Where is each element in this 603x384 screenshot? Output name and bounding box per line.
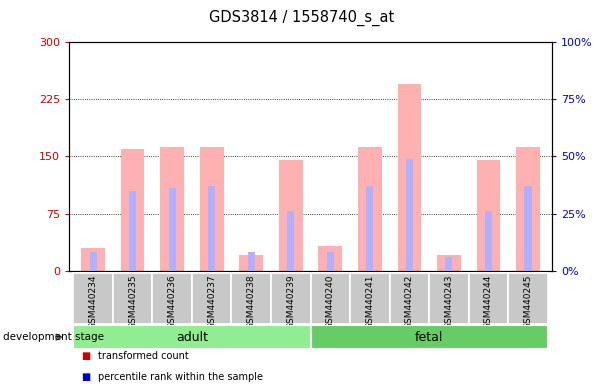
Text: GSM440243: GSM440243 xyxy=(444,275,453,329)
Bar xyxy=(318,247,342,271)
Bar xyxy=(287,211,294,271)
Text: percentile rank within the sample: percentile rank within the sample xyxy=(98,372,264,382)
Bar xyxy=(153,273,192,324)
Bar xyxy=(350,273,390,324)
Text: fetal: fetal xyxy=(415,331,443,344)
Text: GSM440238: GSM440238 xyxy=(247,275,256,329)
Text: transformed count: transformed count xyxy=(98,351,189,361)
Bar xyxy=(169,189,175,271)
Text: GDS3814 / 1558740_s_at: GDS3814 / 1558740_s_at xyxy=(209,10,394,26)
Bar xyxy=(390,273,429,324)
Bar xyxy=(469,273,508,324)
Bar xyxy=(437,255,461,271)
Text: ■: ■ xyxy=(81,372,90,382)
Text: GSM440237: GSM440237 xyxy=(207,275,216,329)
Bar xyxy=(271,273,311,324)
Text: GSM440236: GSM440236 xyxy=(168,275,177,329)
Bar xyxy=(121,149,145,271)
Bar xyxy=(74,325,311,349)
Bar xyxy=(248,252,255,271)
Bar xyxy=(208,186,215,271)
Text: GSM440244: GSM440244 xyxy=(484,275,493,329)
Text: adult: adult xyxy=(176,331,208,344)
Bar xyxy=(406,159,413,271)
Text: GSM440245: GSM440245 xyxy=(523,275,532,329)
Bar xyxy=(508,273,548,324)
Text: GSM440241: GSM440241 xyxy=(365,275,374,329)
Bar xyxy=(160,147,184,271)
Bar xyxy=(192,273,232,324)
Bar xyxy=(516,147,540,271)
Text: GSM440239: GSM440239 xyxy=(286,275,295,329)
Bar xyxy=(239,255,263,271)
Bar xyxy=(358,147,382,271)
Bar xyxy=(81,248,105,271)
Bar xyxy=(429,273,469,324)
Bar xyxy=(279,160,303,271)
Text: GSM440240: GSM440240 xyxy=(326,275,335,329)
Bar xyxy=(397,84,421,271)
Bar xyxy=(525,186,532,271)
Text: GSM440235: GSM440235 xyxy=(128,275,137,329)
Bar xyxy=(327,252,334,271)
Text: ■: ■ xyxy=(81,351,90,361)
Bar xyxy=(311,273,350,324)
Bar xyxy=(232,273,271,324)
Bar xyxy=(200,147,224,271)
Bar xyxy=(485,211,492,271)
Bar xyxy=(89,252,96,271)
Bar xyxy=(446,257,452,271)
Bar xyxy=(366,186,373,271)
Bar xyxy=(311,325,548,349)
Text: development stage: development stage xyxy=(3,332,104,342)
Bar xyxy=(74,273,113,324)
Text: GSM440234: GSM440234 xyxy=(89,275,98,329)
Bar xyxy=(476,160,500,271)
Text: GSM440242: GSM440242 xyxy=(405,275,414,329)
Bar xyxy=(113,273,153,324)
Bar xyxy=(129,191,136,271)
